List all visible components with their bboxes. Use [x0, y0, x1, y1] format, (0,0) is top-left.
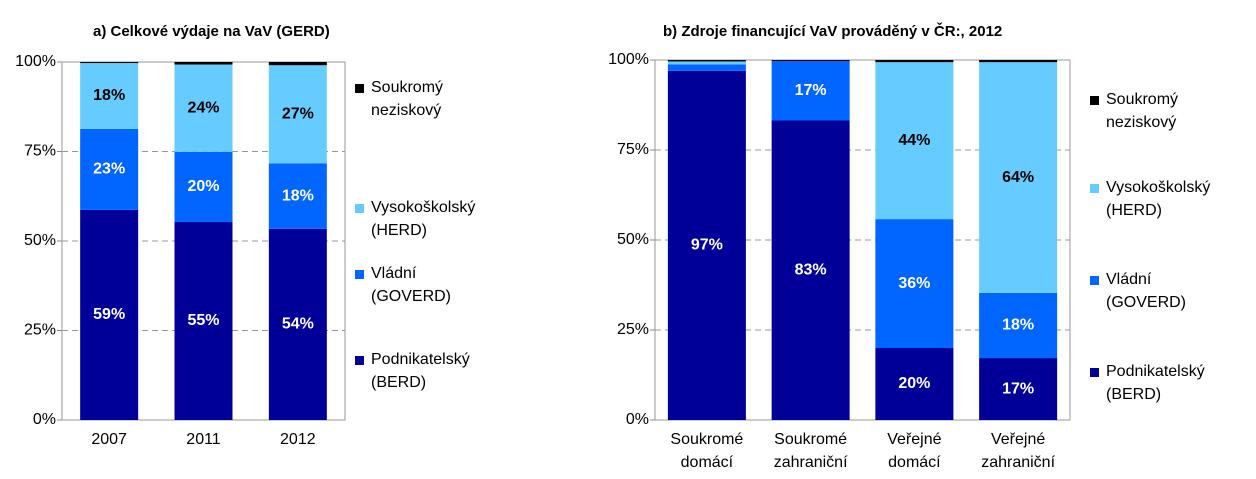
bar-segment: [667, 61, 746, 65]
value-label: 17%: [1002, 380, 1034, 397]
legend-label: Vysokoškolský (HERD): [1106, 179, 1211, 219]
legend-label: Vládní (GOVERD): [1106, 271, 1186, 311]
value-label: 27%: [282, 105, 314, 122]
x-tick-label: Veřejné domácí: [887, 431, 942, 471]
y-tick-label: 0%: [626, 411, 649, 428]
bar-segment: [771, 60, 850, 62]
value-label: 17%: [795, 82, 827, 99]
bar-segment: [268, 163, 327, 229]
y-tick-label: 25%: [24, 322, 56, 339]
legend-label: Vládní (GOVERD): [371, 265, 451, 305]
bar-segment: [875, 60, 954, 63]
value-label: 18%: [1002, 317, 1034, 334]
bar-segment: [771, 61, 850, 121]
x-tick-label: 2007: [91, 431, 127, 448]
bar-segment: [771, 120, 850, 420]
legend-swatch: [355, 204, 364, 213]
bar-segment: [268, 228, 327, 420]
bar-segment: [174, 64, 233, 152]
value-label: 83%: [795, 261, 827, 278]
value-label: 59%: [93, 306, 125, 323]
bar-segment: [80, 209, 139, 420]
legend-swatch: [355, 356, 364, 365]
value-label: 44%: [898, 132, 930, 149]
bar-segment: [80, 63, 139, 129]
legend-label: Soukromý neziskový: [1106, 91, 1179, 131]
legend-label: Vysokoškolský (HERD): [371, 199, 476, 239]
value-label: 20%: [898, 375, 930, 392]
y-tick-label: 100%: [15, 53, 56, 70]
chart-title: b) Zdroje financující VaV prováděný v ČR…: [663, 23, 1003, 40]
legend-swatch: [1090, 368, 1099, 377]
value-label: 20%: [187, 178, 219, 195]
legend-swatch: [1090, 276, 1099, 285]
y-tick-label: 75%: [24, 143, 56, 160]
value-label: 36%: [898, 275, 930, 292]
bar-segment: [875, 348, 954, 420]
bar-segment: [80, 62, 139, 64]
bar-segment: [979, 292, 1058, 359]
legend-label: Podnikatelský (BERD): [1106, 363, 1205, 403]
bar-segment: [174, 62, 233, 65]
legend-label: Podnikatelský (BERD): [371, 351, 470, 391]
bar-segment: [667, 60, 746, 62]
value-label: 23%: [93, 161, 125, 178]
x-tick-label: 2011: [186, 431, 221, 448]
legend-swatch: [355, 270, 364, 279]
plot-frame: [654, 59, 1071, 421]
y-tick-label: 75%: [617, 141, 649, 158]
value-label: 55%: [187, 312, 219, 329]
value-label: 64%: [1002, 169, 1034, 186]
chart-title: a) Celkové výdaje na VaV (GERD): [93, 23, 330, 40]
bar-segment: [667, 70, 746, 421]
bar-segment: [875, 62, 954, 220]
x-tick-label: Veřejné zahraniční: [981, 431, 1056, 471]
value-label: 18%: [93, 87, 125, 104]
y-tick-label: 25%: [617, 321, 649, 338]
y-tick-label: 50%: [24, 232, 56, 249]
bar-segment: [174, 151, 233, 223]
value-label: 24%: [187, 99, 219, 116]
legend-swatch: [1090, 96, 1099, 105]
bar-segment: [979, 60, 1058, 63]
bar-segment: [979, 62, 1058, 293]
bar-segment: [268, 62, 327, 66]
bar-segment: [268, 65, 327, 164]
y-tick-label: 0%: [33, 411, 56, 428]
legend-swatch: [1090, 184, 1099, 193]
x-tick-label: 2012: [280, 431, 316, 448]
value-label: 18%: [282, 187, 314, 204]
value-label: 97%: [691, 237, 723, 254]
x-tick-label: Soukromé zahraniční: [773, 431, 848, 471]
y-tick-label: 100%: [608, 51, 649, 68]
bar-segment: [174, 222, 233, 420]
y-tick-label: 50%: [617, 231, 649, 248]
bar-segment: [667, 64, 746, 71]
bar-segment: [80, 128, 139, 210]
x-tick-label: Soukromé domácí: [670, 431, 744, 471]
bar-segment: [979, 358, 1058, 420]
value-label: 54%: [282, 316, 314, 333]
bar-segment: [875, 219, 954, 348]
legend-swatch: [355, 84, 364, 93]
legend-label: Soukromý neziskový: [371, 79, 444, 119]
